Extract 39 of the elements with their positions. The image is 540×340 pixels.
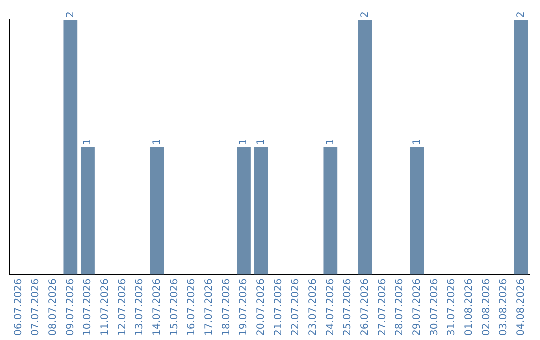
x-tick-label: 16.07.2026: [186, 278, 198, 336]
x-tick-label: 26.07.2026: [360, 278, 371, 336]
x-tick-label: 27.07.2026: [377, 278, 388, 336]
data-label: 1: [256, 138, 267, 146]
x-tick-label: 15.07.2026: [169, 278, 180, 336]
x-tick-label: 03.08.2026: [498, 278, 510, 336]
x-tick-label: 11.07.2026: [100, 278, 111, 336]
x-tick-label: 25.07.2026: [342, 278, 354, 336]
x-tick-label: 09.07.2026: [65, 278, 76, 336]
x-tick-label: 17.07.2026: [204, 278, 215, 336]
x-tick-label: 28.07.2026: [394, 278, 406, 336]
x-tick-label: 07.07.2026: [30, 278, 42, 336]
data-label: 1: [412, 138, 423, 146]
x-tick-label: 01.08.2026: [464, 278, 475, 336]
data-label: 1: [152, 138, 163, 146]
x-tick-label: 24.07.2026: [325, 278, 336, 336]
x-tick-label: 21.07.2026: [273, 278, 284, 336]
x-tick-label: 22.07.2026: [290, 278, 302, 336]
data-label: 1: [82, 138, 94, 146]
x-tick-label: 04.08.2026: [516, 278, 527, 336]
data-label: 2: [516, 12, 527, 18]
x-tick-label: 08.07.2026: [48, 278, 59, 336]
data-label: 2: [360, 12, 371, 18]
x-tick-label: 29.07.2026: [412, 278, 423, 336]
x-tick-label: 06.07.2026: [13, 278, 24, 336]
x-tick-label: 20.07.2026: [256, 278, 267, 336]
x-tick-label: 31.07.2026: [446, 278, 458, 336]
x-tick-label: 23.07.2026: [308, 278, 319, 336]
x-tick-label: 13.07.2026: [134, 278, 146, 336]
data-label: 2: [65, 12, 76, 18]
x-tick-label: 14.07.2026: [152, 278, 163, 336]
x-tick-label: 10.07.2026: [82, 278, 94, 336]
data-label: 1: [238, 138, 250, 146]
x-tick-label: 02.08.2026: [481, 278, 492, 336]
x-tick-label: 18.07.2026: [221, 278, 232, 336]
x-tick-label: 12.07.2026: [117, 278, 128, 336]
data-label: 1: [325, 138, 336, 146]
x-tick-label: 30.07.2026: [429, 278, 440, 336]
x-tick-label: 19.07.2026: [238, 278, 250, 336]
